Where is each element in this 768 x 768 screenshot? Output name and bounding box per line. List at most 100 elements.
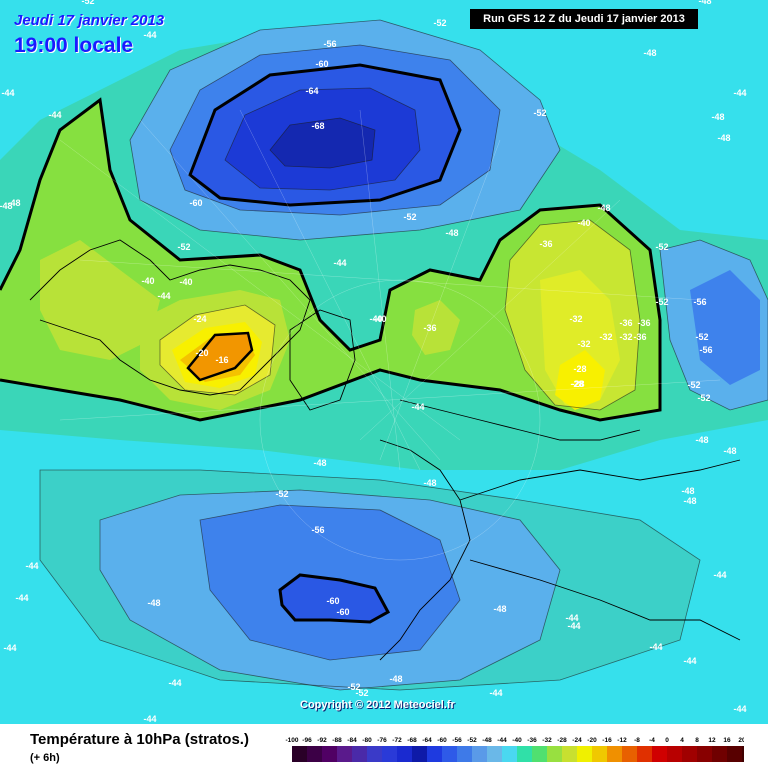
contour-label: -44 [143, 30, 156, 40]
contour-60-south [278, 573, 391, 624]
contour-label: -52 [355, 688, 368, 698]
contour-label: -52 [81, 0, 94, 6]
contour-label: -44 [733, 88, 746, 98]
contour-20 [186, 331, 254, 382]
field-band-60-south [280, 575, 388, 622]
legend-tick-label: 20 [738, 737, 744, 744]
contour-label: -44 [48, 110, 61, 120]
contour-label: -60 [315, 59, 328, 69]
legend-swatch [292, 746, 307, 762]
contour-thin-52n [129, 19, 561, 241]
legend-swatch [547, 746, 562, 762]
contour-thin-52s [99, 489, 561, 691]
contour-label: -40 [369, 314, 382, 324]
contour-label: -56 [693, 297, 706, 307]
contour-thin-36e [504, 219, 641, 411]
contour-label: -40 [373, 314, 386, 324]
legend-swatch [367, 746, 382, 762]
legend-tick-label: -12 [617, 737, 627, 744]
contour-label: -52 [433, 18, 446, 28]
coastline-asia [459, 459, 741, 501]
contour-label: -36 [423, 323, 436, 333]
legend-tick-label: 0 [665, 737, 669, 744]
contour-label: -52 [695, 332, 708, 342]
contour-label: -48 [717, 133, 730, 143]
contour-label: -36 [539, 239, 552, 249]
contour-label: -48 [493, 604, 506, 614]
legend-tick-label: -100 [285, 737, 298, 744]
contour-label: -44 [567, 621, 580, 631]
field-band-20 [188, 333, 252, 380]
contour-label: -52 [655, 242, 668, 252]
contour-label: -44 [649, 642, 662, 652]
contour-label: -60 [326, 596, 339, 606]
contour-label: -48 [597, 203, 610, 213]
field-band-44-north [0, 0, 768, 240]
contour-label: -48 [423, 478, 436, 488]
contour-label: -36 [619, 318, 632, 328]
legend-tick-label: 12 [708, 737, 716, 744]
contour-label: -44 [157, 291, 170, 301]
legend-tick-label: -84 [347, 737, 357, 744]
legend-swatch [322, 746, 337, 762]
legend-swatch [622, 746, 637, 762]
contour-label: -56 [699, 345, 712, 355]
forecast-time: 19:00 locale [14, 34, 134, 57]
coastlines [29, 239, 741, 661]
legend-swatch [532, 746, 547, 762]
contour-thin-64 [224, 87, 421, 191]
contour-thin-52e [659, 239, 768, 411]
contour-label: -28 [570, 379, 583, 389]
legend-tick-label: -24 [572, 737, 582, 744]
graticule-lines [59, 109, 721, 471]
legend-swatch [577, 746, 592, 762]
contour-thin-32c [159, 304, 276, 396]
contour-label: -36 [633, 332, 646, 342]
field-band-36-mid [412, 300, 460, 355]
legend-tick-label: 8 [695, 737, 699, 744]
contour-label: -52 [687, 380, 700, 390]
field-band-28-east [555, 350, 605, 410]
contour-label: -52 [697, 393, 710, 403]
legend-tick-label: 4 [680, 737, 684, 744]
contour-labels: -52 -48-44-44-44-48-52-52-56-60-64-68-60-… [0, 0, 747, 724]
contour-60-north [188, 63, 462, 207]
contour-label: -36 [637, 318, 650, 328]
legend-swatch [502, 746, 517, 762]
legend-swatch [667, 746, 682, 762]
thin-contours [39, 19, 768, 691]
legend-swatch [562, 746, 577, 762]
model-run-label: Run GFS 12 Z du Jeudi 17 janvier 2013 [470, 9, 698, 29]
coastline-arctic [399, 399, 641, 441]
contour-label: -48 [683, 496, 696, 506]
map-title: Température à 10hPa (stratos.) [30, 731, 249, 748]
contour-label: -52 [275, 489, 288, 499]
legend-tick-label: -56 [452, 737, 462, 744]
contour-label: -48 [7, 198, 20, 208]
legend-tick-label: -32 [542, 737, 552, 744]
legend-tick-label: -16 [602, 737, 612, 744]
contour-label: -40 [179, 277, 192, 287]
legend-swatch [382, 746, 397, 762]
contour-label: -48 [723, 446, 736, 456]
coastline-asia-south [469, 559, 741, 641]
legend-tick-label: -20 [587, 737, 597, 744]
contour-label: -48 [681, 486, 694, 496]
contour-label: -40 [141, 276, 154, 286]
legend-tick-label: -80 [362, 737, 372, 744]
contour-thin-48s [39, 469, 701, 691]
legend-swatch [592, 746, 607, 762]
field-band-56-east [690, 270, 760, 385]
legend-swatch [637, 746, 652, 762]
coastline-greenland [289, 309, 356, 411]
legend-swatch [487, 746, 502, 762]
legend-swatch [337, 746, 352, 762]
contour-label: -28 [571, 379, 584, 389]
contour-label: -44 [683, 656, 696, 666]
legend-swatch [607, 746, 622, 762]
contour-label: -44 [733, 704, 746, 714]
coastline-europe [379, 439, 471, 661]
temperature-color-legend: -100 -96 -92 -88 -84 -80 -76 -72 -68 -64 -60 -56 -52… [285, 737, 744, 762]
contour-label: -44 [713, 570, 726, 580]
legend-tick-label: -92 [317, 737, 327, 744]
